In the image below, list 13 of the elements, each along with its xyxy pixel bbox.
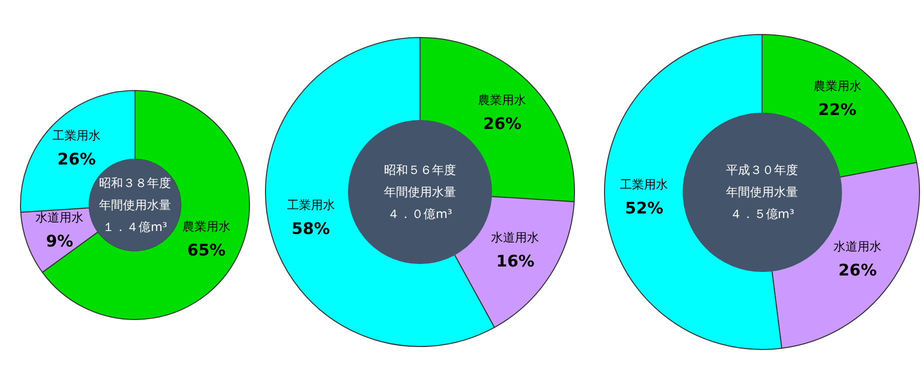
slice-label: 工業用水 <box>620 178 668 192</box>
slice-label: 水道用水 <box>36 210 84 224</box>
data-label: 65% <box>187 240 226 260</box>
slice-label: 農業用水 <box>182 220 230 234</box>
slice-label: 工業用水 <box>52 128 101 142</box>
slice-label: 水道用水 <box>491 230 540 245</box>
slice-label: 農業用水 <box>478 92 526 107</box>
data-label: 58% <box>292 219 330 238</box>
slice-label: 工業用水 <box>286 198 335 212</box>
data-label: 9% <box>46 231 74 250</box>
slice-label: 農業用水 <box>813 79 862 94</box>
data-label: 52% <box>624 198 664 218</box>
data-label: 16% <box>496 252 534 271</box>
